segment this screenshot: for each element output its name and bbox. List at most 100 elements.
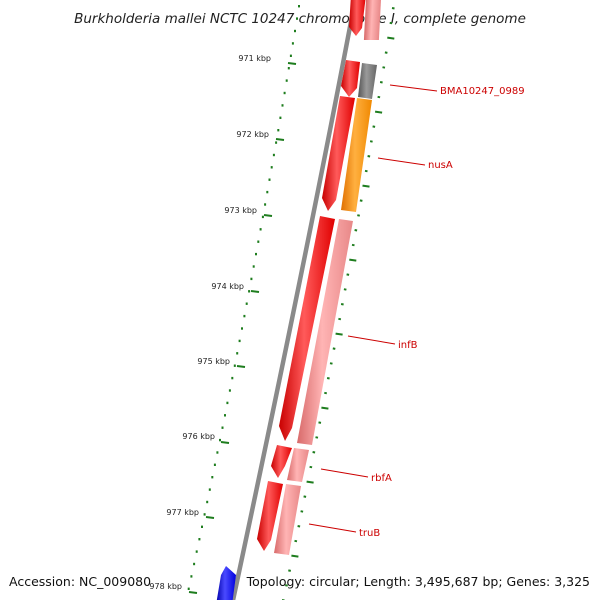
ring-dot	[266, 190, 269, 194]
outer-ring-tick	[332, 347, 336, 350]
leader-line-0989	[389, 84, 438, 92]
gene-block-infB	[297, 219, 353, 445]
backbone-line	[230, 0, 358, 600]
outer-ring-tick	[382, 66, 386, 69]
ring-dot	[255, 252, 257, 256]
ring-dot	[219, 438, 221, 442]
kbp-tick-dash	[287, 62, 297, 65]
ring-dot	[226, 401, 229, 405]
outer-ring-tick	[309, 465, 313, 469]
outer-ring-tick	[372, 125, 376, 128]
ring-dot	[279, 116, 282, 119]
outer-ring-tick	[387, 36, 395, 40]
ring-dot	[221, 426, 224, 429]
topology-text: Topology: circular; Length: 3,495,687 bp…	[246, 574, 590, 589]
kbp-tick-dash	[188, 591, 198, 594]
ring-dot	[289, 54, 292, 57]
gene-block-0989	[358, 63, 377, 99]
gene-block-nusA	[341, 98, 372, 212]
outer-ring-tick	[338, 317, 342, 321]
outer-ring-tick	[294, 539, 298, 543]
ring-dot	[233, 364, 236, 367]
ring-dot	[277, 129, 280, 132]
ring-dot	[228, 389, 231, 392]
outer-ring-tick	[340, 303, 344, 306]
ring-dot	[268, 178, 271, 181]
ring-dot	[298, 5, 300, 8]
outer-ring-tick	[374, 110, 383, 114]
outer-ring-tick	[285, 584, 288, 587]
kbp-tick-label: 974 kbp	[211, 282, 244, 291]
cds-arrow-infB	[279, 216, 335, 441]
outer-ring-tick	[318, 421, 322, 424]
ring-dot	[241, 327, 243, 330]
cds-arrow-nusA	[322, 96, 355, 211]
ring-dot	[275, 141, 278, 144]
ring-dot	[296, 17, 298, 20]
ring-dot	[213, 463, 216, 466]
ring-dot	[257, 240, 260, 243]
kbp-tick-dash	[263, 214, 273, 217]
outer-ring-tick	[306, 480, 314, 484]
accession-text: Accession: NC_009080	[9, 574, 152, 589]
outer-ring-tick	[303, 495, 307, 498]
outer-ring-tick	[369, 140, 373, 143]
gene-track	[274, 0, 382, 555]
outer-ring-tick	[297, 525, 301, 528]
cds-arrow-0989	[341, 60, 360, 97]
ring-dot	[201, 525, 203, 528]
outer-ring-tick	[329, 362, 333, 365]
outer-ring-tick	[300, 510, 304, 513]
kbp-tick-label: 977 kbp	[166, 508, 199, 517]
outer-ring-tick	[357, 214, 360, 217]
outer-ring-tick	[349, 258, 357, 262]
ring-dot	[193, 562, 196, 566]
ring-dot	[283, 91, 286, 95]
kbp-tick-dash	[275, 138, 285, 141]
ring-dot	[216, 451, 219, 454]
gene-label-rbfA: rbfA	[371, 473, 392, 484]
ring-dot	[287, 67, 290, 70]
ring-dot	[208, 488, 211, 491]
outer-ring-tick	[324, 391, 327, 395]
ring-dot	[190, 575, 193, 578]
tick-dot-ring	[187, 5, 300, 590]
gene-label-nusA: nusA	[428, 160, 453, 171]
ring-dot	[236, 352, 239, 355]
ring-dot	[231, 376, 234, 380]
leader-line-nusA	[377, 157, 426, 166]
kbp-tick-label: 971 kbp	[238, 54, 271, 63]
map-title: Burkholderia mallei NCTC 10247 chromosom…	[74, 11, 526, 27]
ring-dot	[252, 265, 255, 268]
ring-dot	[248, 290, 251, 293]
leader-line-truB	[308, 523, 357, 533]
kbp-tick-label: 976 kbp	[182, 432, 215, 441]
outer-ring-tick	[367, 155, 371, 158]
ring-dot	[224, 414, 226, 417]
kbp-tick-label: 972 kbp	[236, 130, 269, 139]
kbp-tick-dash	[236, 365, 246, 368]
gene-block-top	[363, 0, 382, 40]
gene-labels: BMA10247_0989 nusA infB rbfA truB	[308, 84, 525, 539]
outer-ring-tick	[346, 273, 350, 276]
ring-dot	[270, 166, 273, 169]
ring-dot	[294, 29, 296, 33]
ring-dot	[198, 538, 201, 541]
forward-cds-track	[257, 0, 366, 551]
outer-ring-tick	[335, 332, 343, 336]
ring-dot	[261, 215, 264, 219]
gene-label-truB: truB	[359, 528, 380, 539]
outer-ring-tick	[321, 406, 329, 410]
outer-ring-tick	[326, 377, 330, 380]
cds-arrow-reverse-blue	[216, 566, 236, 600]
ring-dot	[187, 587, 190, 590]
gene-block-rbfA	[287, 448, 309, 482]
outer-ring-tick	[389, 21, 393, 25]
ring-dot	[238, 339, 241, 343]
cds-arrow-truB	[257, 481, 283, 551]
ring-dot	[211, 476, 214, 479]
kbp-tick-dash	[220, 441, 230, 444]
outer-tick-ring	[282, 7, 395, 600]
kbp-tick-label: 975 kbp	[197, 357, 230, 366]
